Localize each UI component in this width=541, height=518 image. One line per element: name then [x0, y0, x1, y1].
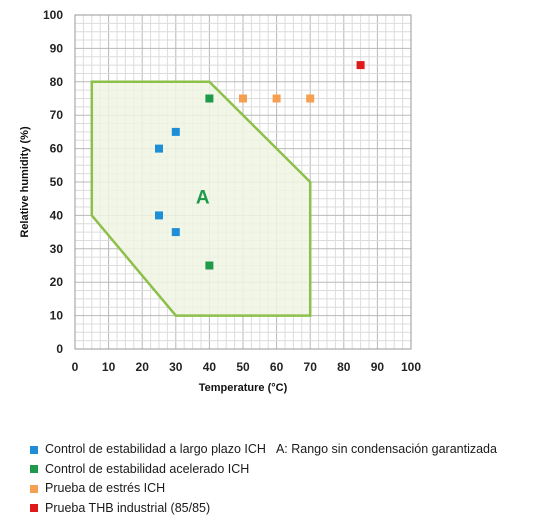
data-point — [205, 262, 213, 270]
y-tick-label: 0 — [56, 342, 63, 356]
x-tick-label: 0 — [72, 360, 79, 374]
y-tick-labels: 0 10 20 30 40 50 60 70 80 90 100 — [43, 8, 63, 356]
x-tick-label: 90 — [371, 360, 385, 374]
legend-label: Control de estabilidad a largo plazo ICH — [45, 440, 266, 460]
data-point — [357, 61, 365, 69]
data-point — [306, 95, 314, 103]
legend-item: Prueba THB industrial (85/85) — [30, 499, 497, 518]
y-tick-label: 90 — [50, 41, 64, 55]
chart: A 0 10 20 30 40 50 60 70 80 90 100 0 10 20 30 40 50 60 70… — [0, 0, 541, 430]
legend-label: Control de estabilidad acelerado ICH — [45, 460, 249, 480]
x-tick-label: 70 — [304, 360, 318, 374]
legend-swatch — [30, 485, 38, 493]
x-tick-label: 100 — [401, 360, 421, 374]
legend-item: Prueba de estrés ICH — [30, 479, 497, 499]
data-point — [155, 145, 163, 153]
y-tick-label: 70 — [50, 108, 64, 122]
y-tick-label: 30 — [50, 242, 64, 256]
x-tick-label: 10 — [102, 360, 116, 374]
y-tick-label: 40 — [50, 208, 64, 222]
region-label: A — [196, 188, 210, 209]
data-point — [239, 95, 247, 103]
y-tick-label: 100 — [43, 8, 63, 22]
x-axis-title: Temperature (°C) — [199, 382, 288, 394]
legend-item: Control de estabilidad acelerado ICH — [30, 460, 497, 480]
y-tick-label: 50 — [50, 175, 64, 189]
y-axis-title: Relative humidity (%) — [19, 126, 31, 238]
legend-label: Prueba de estrés ICH — [45, 479, 165, 499]
legend-item: Control de estabilidad a largo plazo ICH… — [30, 440, 497, 460]
legend-swatch — [30, 504, 38, 512]
legend: Control de estabilidad a largo plazo ICH… — [30, 440, 497, 518]
data-point — [155, 211, 163, 219]
data-point — [172, 228, 180, 236]
x-tick-label: 40 — [203, 360, 217, 374]
x-tick-label: 50 — [236, 360, 250, 374]
legend-swatch — [30, 465, 38, 473]
x-tick-label: 30 — [169, 360, 183, 374]
y-tick-label: 80 — [50, 75, 64, 89]
data-point — [205, 95, 213, 103]
data-point — [273, 95, 281, 103]
y-tick-label: 60 — [50, 142, 64, 156]
legend-swatch — [30, 446, 38, 454]
x-tick-label: 80 — [337, 360, 351, 374]
x-tick-label: 20 — [136, 360, 150, 374]
x-tick-labels: 0 10 20 30 40 50 60 70 80 90 100 — [72, 360, 422, 374]
data-point — [172, 128, 180, 136]
y-tick-label: 10 — [50, 309, 64, 323]
legend-note: A: Rango sin condensación garantizada — [276, 440, 497, 460]
region-a: A — [92, 82, 310, 316]
y-tick-label: 20 — [50, 275, 64, 289]
x-tick-label: 60 — [270, 360, 284, 374]
legend-label: Prueba THB industrial (85/85) — [45, 499, 210, 518]
